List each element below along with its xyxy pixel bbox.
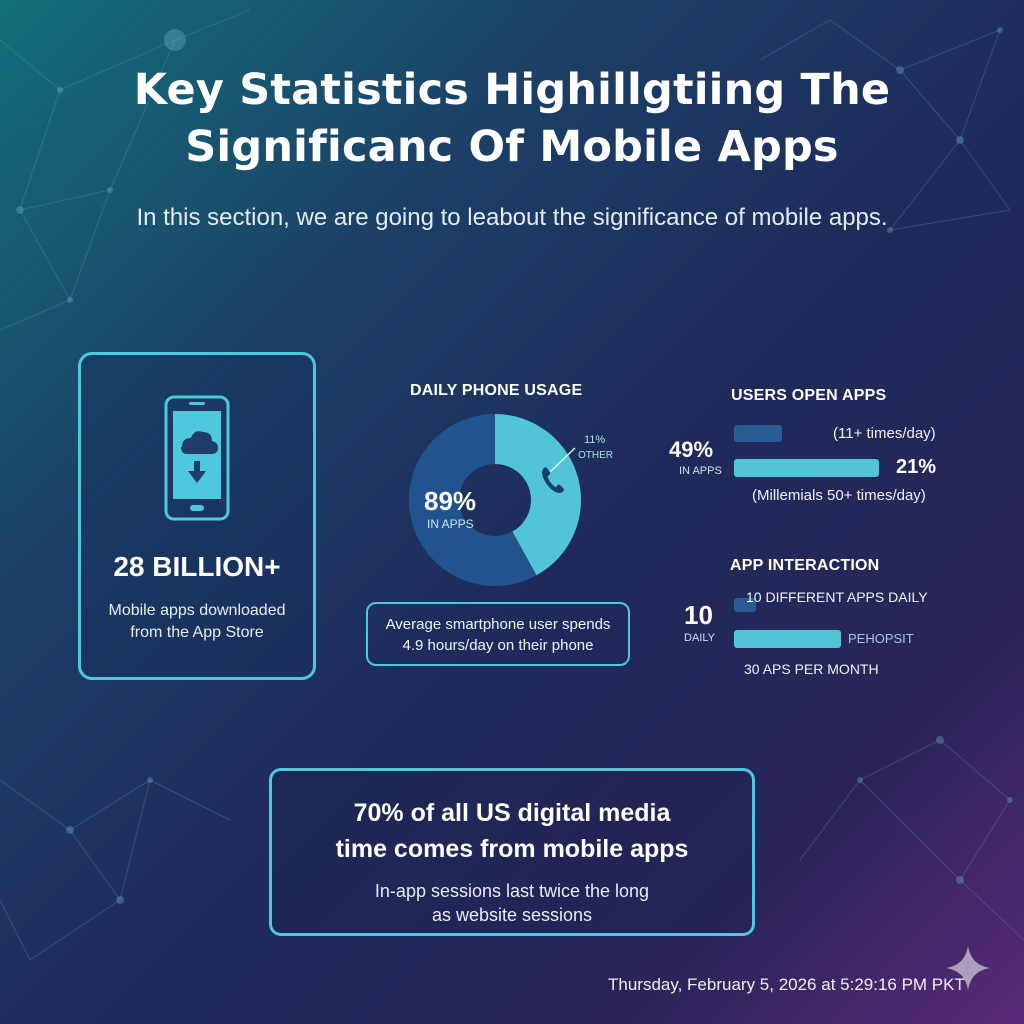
page-title-line-2: Significanc Of Mobile Apps (185, 122, 839, 172)
app-interaction-bar-2 (734, 630, 841, 648)
downloads-description-line-1: Mobile apps downloaded (108, 602, 286, 619)
timestamp: Thursday, February 5, 2026 at 5:29:16 PM… (608, 975, 965, 994)
highlight-subtitle-line-1: In-app sessions last twice the long (374, 881, 650, 901)
page-subtitle: In this section, we are going to leabout… (136, 204, 888, 231)
in-apps-value: 89% (424, 486, 477, 516)
users-open-apps-bar-2-note: (Millemials 50+ times/day) (752, 487, 926, 504)
usage-note-line-2: 4.9 hours/day on their phone (402, 637, 594, 654)
phone-handset-icon (542, 467, 564, 493)
other-value: 11% (584, 434, 606, 446)
app-interaction-title: APP INTERACTION (730, 557, 880, 574)
daily-usage-donut-chart (408, 414, 581, 586)
sparkle-icon (946, 946, 990, 990)
in-apps-slice (408, 414, 537, 586)
users-open-apps-title: USERS OPEN APPS (731, 387, 887, 404)
highlight-subtitle-line-2: as website sessions (431, 905, 593, 925)
downloads-stat: 28 BILLION+ (113, 551, 281, 582)
app-interaction-bar-1 (734, 598, 756, 612)
users-open-apps-bar-2 (734, 459, 879, 477)
app-interaction-big-value: 10 (684, 600, 713, 630)
page-title: Key Statistics Highillgtiing The Signifi… (0, 62, 1024, 176)
highlight-title: 70% of all US digital media time comes f… (272, 795, 752, 867)
phone-cloud-download-icon (164, 395, 230, 521)
users-open-apps-bar-1 (734, 425, 782, 442)
other-label: OTHER (578, 450, 613, 461)
users-open-apps-big-value: 49% (669, 437, 714, 462)
highlight-title-line-2: time comes from mobile apps (335, 835, 689, 863)
downloads-description: Mobile apps downloaded from the App Stor… (81, 600, 313, 644)
highlight-box: 70% of all US digital media time comes f… (269, 768, 755, 936)
daily-usage-title: DAILY PHONE USAGE (410, 382, 583, 399)
users-open-apps-bar-1-note: (11+ times/day) (833, 425, 936, 442)
other-pointer-line (549, 447, 576, 473)
other-slice (495, 414, 581, 576)
downloads-card: 28 BILLION+ Mobile apps downloaded from … (78, 352, 316, 680)
users-open-apps-bar-2-value: 21% (896, 456, 937, 478)
highlight-subtitle: In-app sessions last twice the long as w… (272, 879, 752, 927)
app-interaction-bar-2-label: PEHOPSIT (848, 631, 914, 646)
downloads-description-line-2: from the App Store (130, 624, 264, 641)
in-apps-label: IN APPS (427, 517, 474, 531)
highlight-title-line-1: 70% of all US digital media (353, 799, 671, 827)
usage-note-line-1: Average smartphone user spends (385, 616, 611, 633)
page-title-line-1: Key Statistics Highillgtiing The (133, 65, 891, 115)
usage-note-box: Average smartphone user spends 4.9 hours… (366, 602, 630, 666)
app-interaction-big-label: DAILY (684, 632, 715, 644)
users-open-apps-big-label: IN APPS (679, 465, 722, 477)
app-interaction-bar-1-label: 10 DIFFERENT APPS DAILY (746, 589, 928, 605)
app-interaction-bar-3-label: 30 APS PER MONTH (744, 661, 879, 677)
